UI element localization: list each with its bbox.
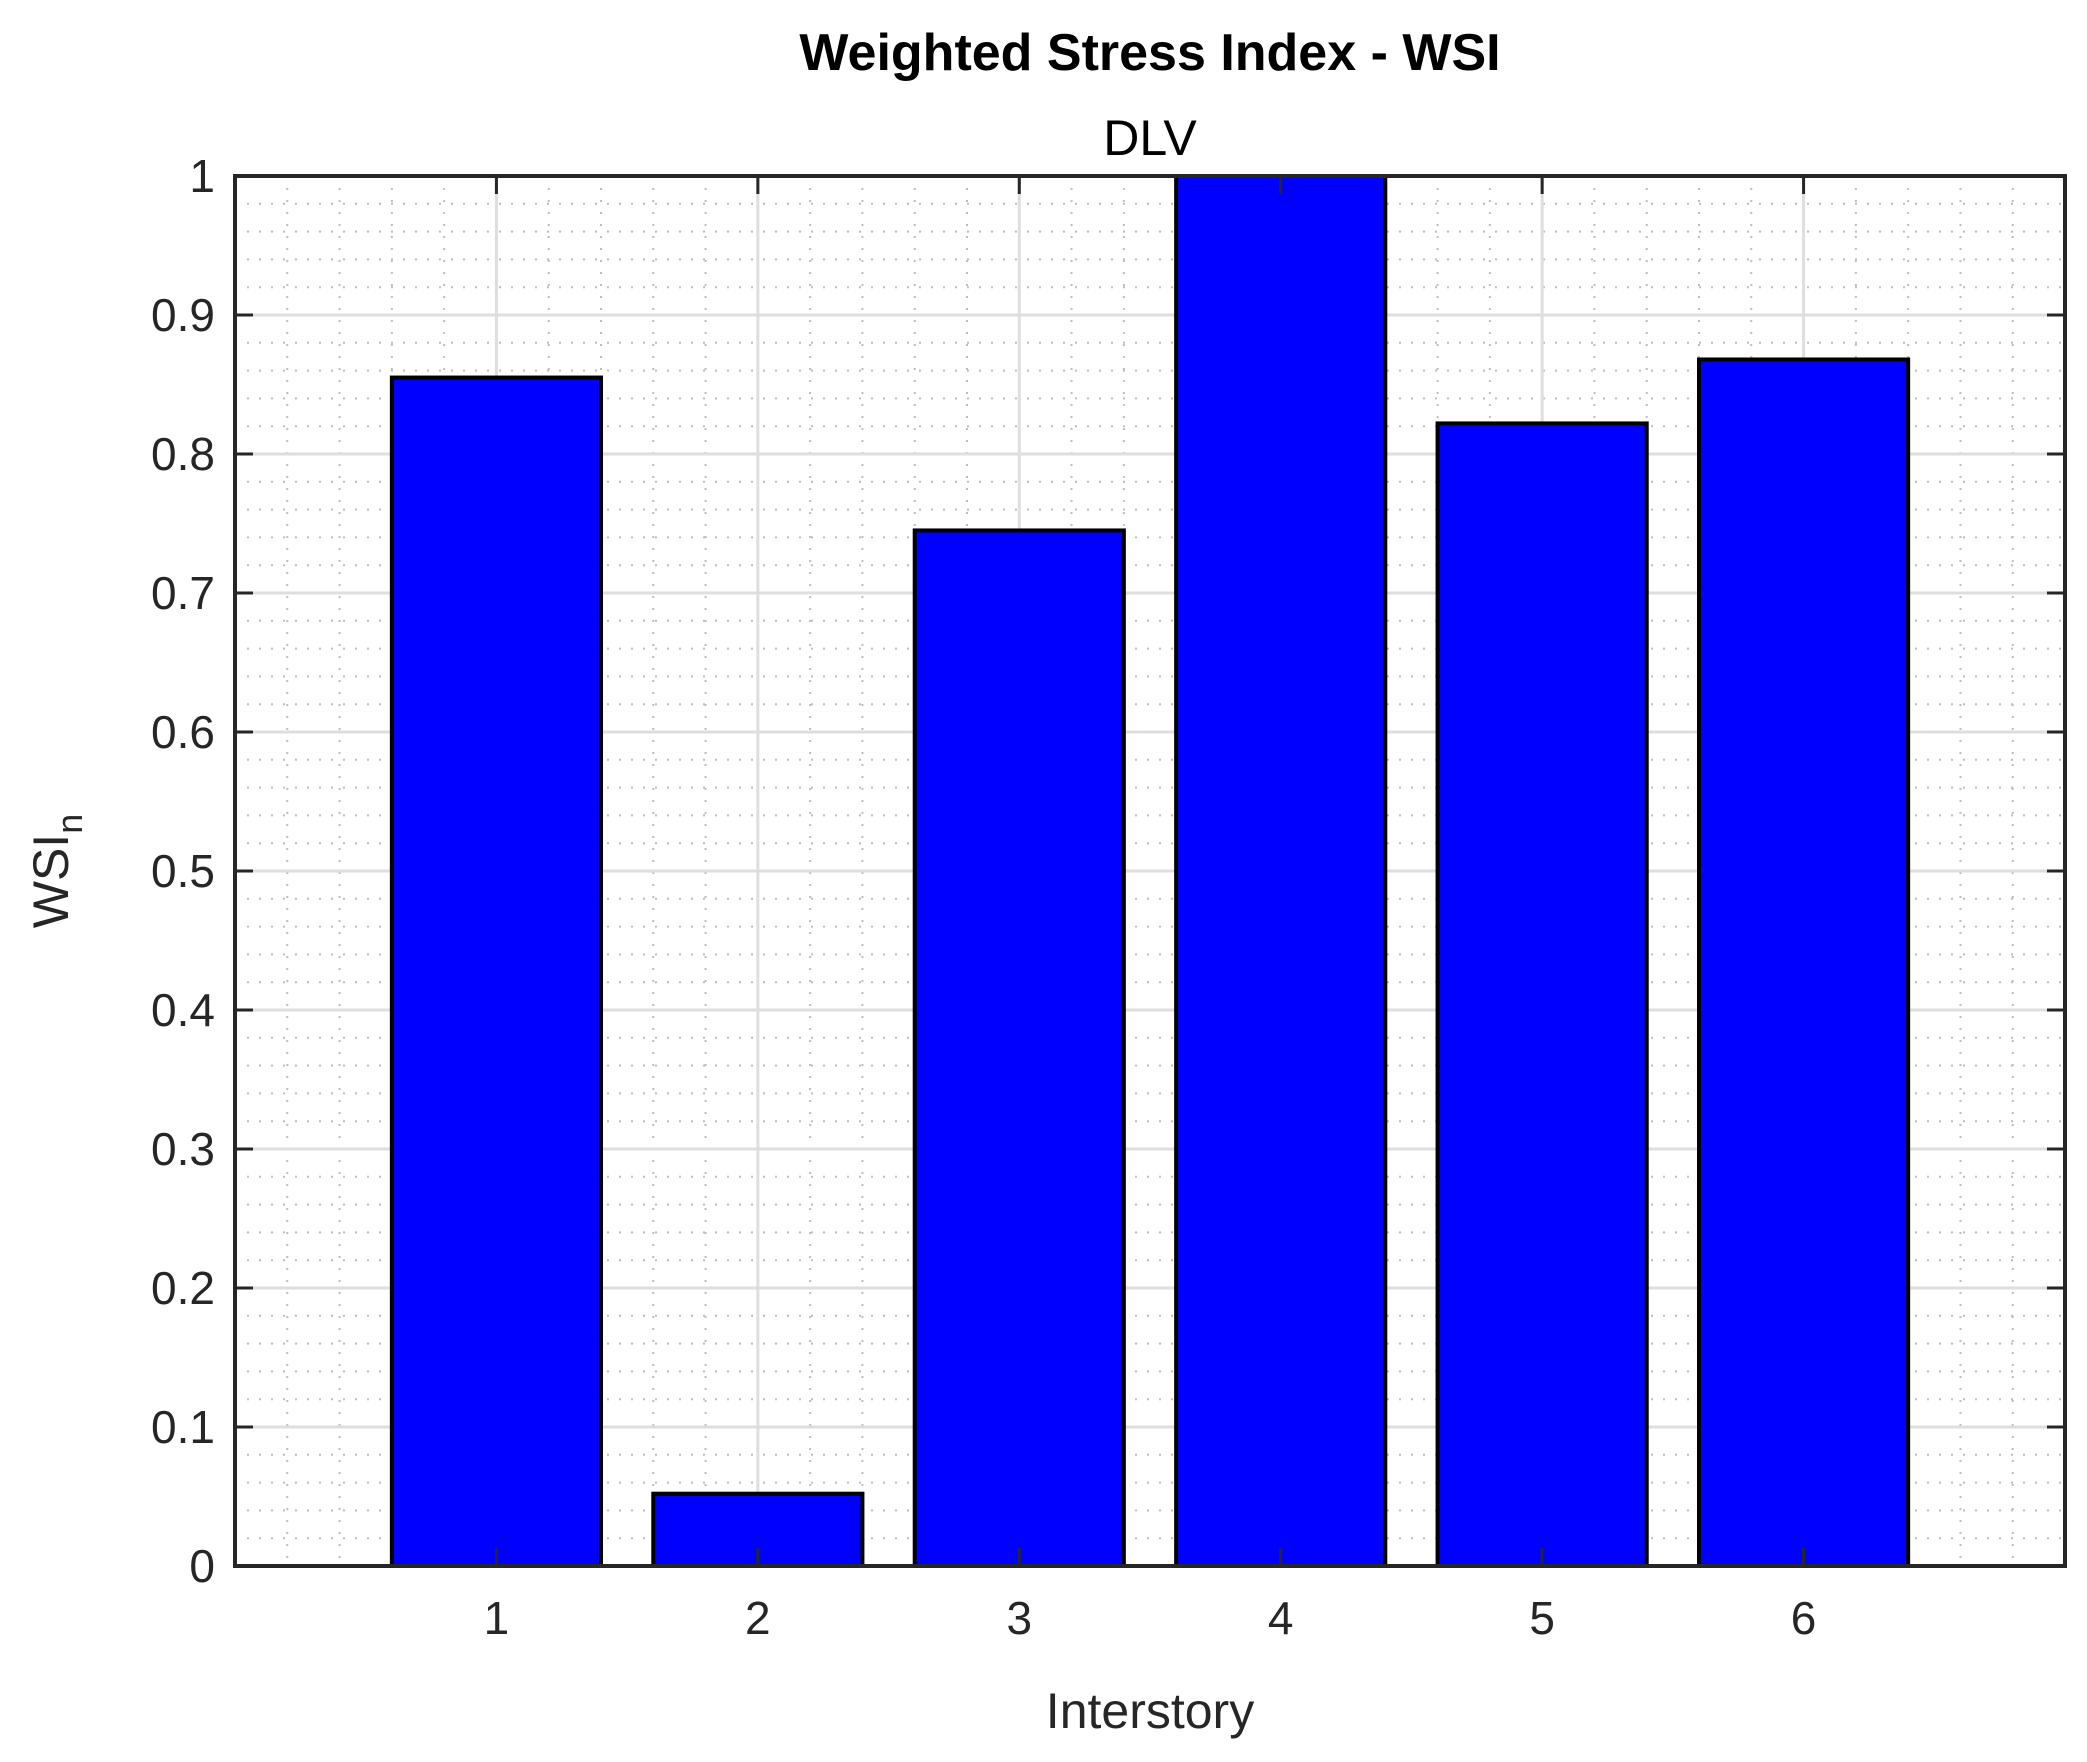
x-tick-label: 3 [1006, 1592, 1032, 1644]
chart-title: Weighted Stress Index - WSI [799, 24, 1500, 82]
tick-marks [235, 174, 2065, 1568]
y-tick-labels: 0 0.1 0.2 0.3 0.4 0.5 0.6 0.7 0.8 0.9 1 [151, 150, 215, 1592]
bar [912, 528, 1126, 1569]
y-tick-label: 0.5 [151, 845, 215, 897]
chart-subtitle: DLV [1103, 110, 1197, 166]
bar [389, 375, 603, 1568]
x-tick-labels: 1 2 3 4 5 6 [484, 1592, 1817, 1644]
bar [1435, 421, 1649, 1568]
y-axis-label-main: WSI [23, 834, 79, 928]
bar [1697, 357, 1911, 1569]
y-tick-label: 0.4 [151, 984, 215, 1036]
y-tick-label: 0.9 [151, 289, 215, 341]
y-tick-label: 0.6 [151, 706, 215, 758]
y-tick-label: 0.8 [151, 428, 215, 480]
x-axis-label: Interstory [1046, 1683, 1254, 1739]
x-tick-label: 5 [1529, 1592, 1555, 1644]
x-tick-label: 1 [484, 1592, 510, 1644]
x-tick-label: 4 [1268, 1592, 1294, 1644]
y-axis-label: WSIn [23, 814, 90, 928]
y-tick-label: 0 [189, 1540, 215, 1592]
x-tick-label: 2 [745, 1592, 771, 1644]
y-tick-label: 1 [189, 150, 215, 202]
bars [389, 174, 1911, 1569]
bar [1174, 174, 1388, 1568]
y-axis-label-subscript: n [49, 814, 90, 834]
y-tick-label: 0.1 [151, 1401, 215, 1453]
y-tick-label: 0.3 [151, 1123, 215, 1175]
x-tick-label: 6 [1791, 1592, 1817, 1644]
y-tick-label: 0.7 [151, 567, 215, 619]
y-tick-label: 0.2 [151, 1262, 215, 1314]
